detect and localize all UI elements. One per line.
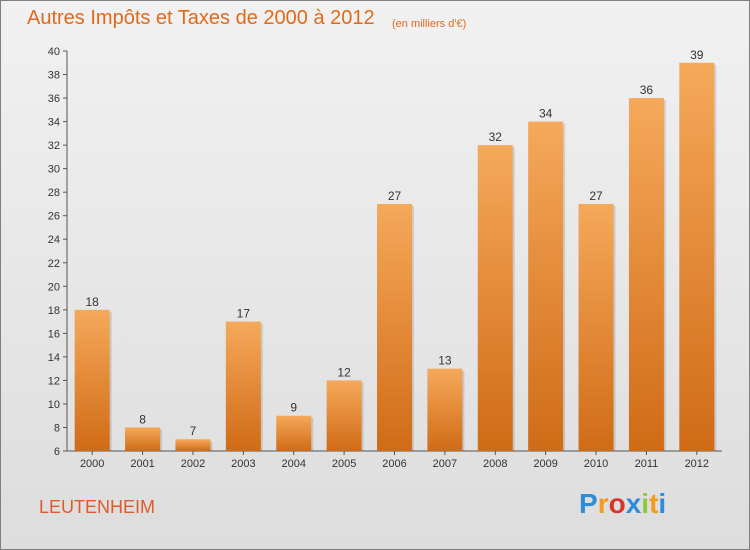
data-label: 13 [438,354,452,368]
proxiti-logo: Proxiti [579,488,666,520]
logo-letter: x [625,488,642,519]
x-tick-label: 2001 [130,458,154,470]
y-tick-label: 14 [48,352,60,364]
chart-labels: 18 2000 8 2001 7 2002 17 2003 9 2004 12 2005 27 2006 1… [80,48,709,470]
data-label: 34 [539,107,553,121]
data-label: 27 [589,189,603,203]
data-label: 39 [690,48,704,62]
x-tick-label: 2003 [231,458,255,470]
x-tick-label: 2011 [635,458,659,470]
y-tick-label: 22 [48,258,60,270]
logo-letter: P [579,488,598,519]
data-label: 8 [139,412,146,426]
logo-letter: i [641,488,650,519]
bar [628,98,664,451]
data-label: 9 [290,401,297,415]
bar [326,380,362,451]
y-tick-label: 12 [48,375,60,387]
x-tick-label: 2012 [685,458,709,470]
bar [175,439,211,451]
bar [74,309,110,451]
x-tick-label: 2006 [382,458,406,470]
data-label: 36 [640,83,654,97]
logo-letter: r [597,488,609,519]
y-tick-label: 24 [48,234,60,246]
data-label: 32 [489,130,503,144]
x-tick-label: 2007 [433,458,457,470]
y-tick-label: 8 [54,422,60,434]
y-tick-label: 28 [48,187,60,199]
y-tick-label: 20 [48,281,60,293]
bar [377,203,412,451]
y-tick-label: 36 [48,93,60,105]
y-tick-label: 40 [48,46,60,58]
x-tick-label: 2005 [332,458,356,470]
y-tick-label: 18 [48,305,60,317]
logo-letter: i [658,488,667,519]
logo-letter: t [649,488,659,519]
y-tick-label: 10 [48,399,60,411]
x-tick-label: 2010 [584,458,608,470]
chart-subtitle: (en milliers d'€) [392,18,467,30]
bar [276,415,312,451]
bar [427,368,463,451]
data-label: 18 [86,295,100,309]
x-tick-label: 2004 [281,458,305,470]
x-tick-label: 2002 [181,458,205,470]
x-tick-label: 2008 [483,458,507,470]
chart-title: Autres Impôts et Taxes de 2000 à 2012 [27,7,375,29]
y-tick-label: 34 [48,117,60,129]
bar [477,145,513,451]
x-tick-label: 2000 [80,458,104,470]
data-label: 7 [190,424,197,438]
y-tick-label: 6 [54,446,60,458]
y-tick-label: 32 [48,140,60,152]
location-label: LEUTENHEIM [39,497,156,517]
data-label: 17 [237,307,251,321]
bar [578,203,614,451]
bar [225,321,261,451]
data-label: 27 [388,189,402,203]
logo-letter: o [608,488,626,519]
y-tick-label: 30 [48,164,60,176]
y-tick-label: 26 [48,211,60,223]
y-tick-label: 38 [48,70,60,82]
bar [125,427,161,451]
y-tick-label: 16 [48,328,60,340]
bar [679,62,715,451]
x-tick-label: 2009 [533,458,557,470]
chart-bars [74,62,717,452]
bar [528,121,564,452]
data-label: 12 [337,365,351,379]
